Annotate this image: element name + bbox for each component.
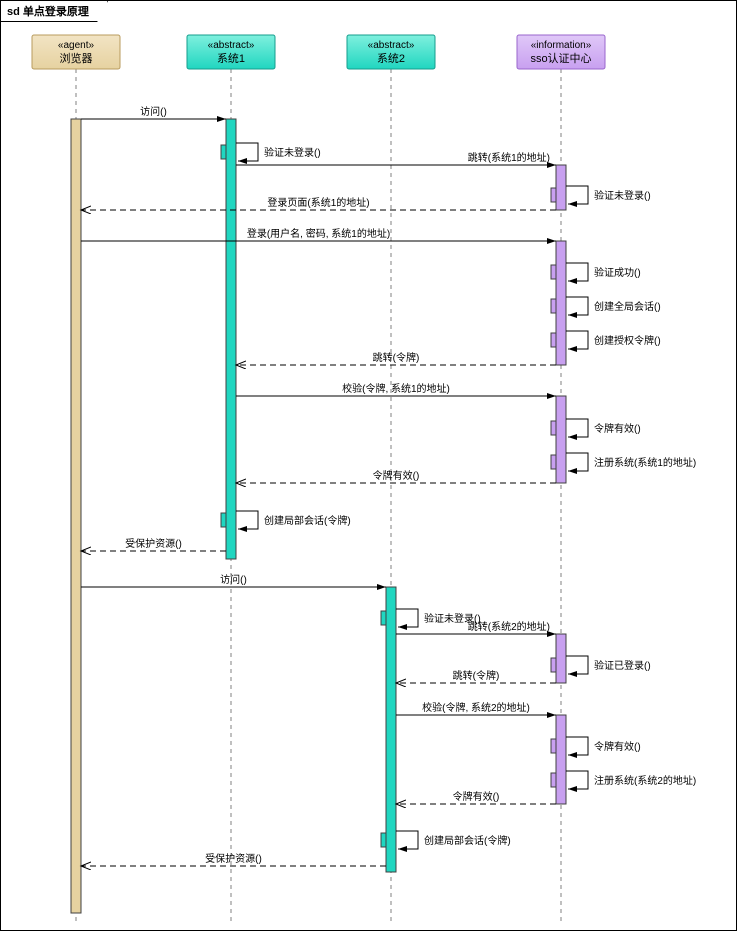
activation-sso [556, 715, 566, 804]
self-message: 创建局部会话(令牌) [381, 831, 511, 849]
message-label: 验证未登录() [594, 189, 651, 202]
participant-stereotype: «information» [531, 40, 592, 51]
message-label: 令牌有效() [594, 422, 641, 435]
message-label: 注册系统(系统1的地址) [594, 456, 696, 469]
sequence-diagram-frame: sd 单点登录原理 «agent»浏览器«abstract»系统1«abstra… [0, 0, 737, 931]
message-label: 校验(令牌, 系统1的地址) [342, 382, 450, 395]
message: 访问() [81, 105, 226, 119]
message-label: 受保护资源() [205, 852, 262, 865]
message-label: 访问() [220, 573, 247, 586]
sequence-diagram-svg: «agent»浏览器«abstract»系统1«abstract»系统2«inf… [1, 1, 737, 932]
participant-name: 系统1 [217, 52, 245, 65]
message-label: 跳转(令牌) [373, 351, 420, 364]
message: 访问() [81, 573, 386, 587]
message-label: 创建局部会话(令牌) [264, 514, 351, 527]
activation-sso [556, 634, 566, 683]
message: 受保护资源() [81, 852, 386, 866]
self-message: 注册系统(系统2的地址) [551, 771, 696, 789]
message: 跳转(系统2的地址) [396, 620, 556, 634]
participant-sso: «information»sso认证中心 [517, 35, 605, 69]
participant-stereotype: «abstract» [368, 40, 415, 51]
message-label: 令牌有效() [453, 790, 500, 803]
self-message: 创建授权令牌() [551, 331, 661, 349]
participant-browser: «agent»浏览器 [32, 35, 120, 69]
self-message: 创建全局会话() [551, 297, 661, 315]
message-label: 验证已登录() [594, 659, 651, 672]
participant-name: 浏览器 [60, 51, 93, 65]
message-label: 创建授权令牌() [594, 334, 661, 347]
message: 令牌有效() [236, 469, 556, 483]
message-label: 跳转(系统1的地址) [468, 151, 550, 164]
message-label: 验证未登录() [264, 146, 321, 159]
participant-sys1: «abstract»系统1 [187, 35, 275, 69]
message-label: 跳转(系统2的地址) [468, 620, 550, 633]
message-label: 校验(令牌, 系统2的地址) [422, 701, 530, 714]
self-message: 注册系统(系统1的地址) [551, 453, 696, 471]
participant-name: sso认证中心 [530, 52, 591, 65]
message: 校验(令牌, 系统1的地址) [236, 382, 556, 396]
participant-sys2: «abstract»系统2 [347, 35, 435, 69]
message-label: 令牌有效() [373, 469, 420, 482]
message: 跳转(令牌) [396, 669, 556, 683]
message: 令牌有效() [396, 790, 556, 804]
message-label: 注册系统(系统2的地址) [594, 774, 696, 787]
participant-stereotype: «agent» [58, 40, 95, 51]
message-label: 登录(用户名, 密码, 系统1的地址) [247, 227, 390, 240]
message-label: 创建局部会话(令牌) [424, 834, 511, 847]
message-label: 登录页面(系统1的地址) [267, 196, 369, 209]
participant-stereotype: «abstract» [208, 40, 255, 51]
activation-sso [556, 241, 566, 365]
message: 跳转(令牌) [236, 351, 556, 365]
activation-browser [71, 119, 81, 913]
activation-sys2 [386, 587, 396, 872]
participant-name: 系统2 [377, 52, 405, 65]
message-label: 受保护资源() [125, 537, 182, 550]
message: 校验(令牌, 系统2的地址) [396, 701, 556, 715]
message: 登录页面(系统1的地址) [81, 196, 556, 210]
message-label: 跳转(令牌) [453, 669, 500, 682]
message-label: 验证成功() [594, 266, 641, 279]
activation-sso [556, 165, 566, 210]
message: 受保护资源() [81, 537, 226, 551]
activation-sso [556, 396, 566, 483]
activation-sys1 [226, 119, 236, 559]
message-label: 令牌有效() [594, 740, 641, 753]
self-message: 创建局部会话(令牌) [221, 511, 351, 529]
message: 登录(用户名, 密码, 系统1的地址) [81, 227, 556, 241]
message-label: 创建全局会话() [594, 300, 661, 313]
message-label: 访问() [140, 105, 167, 118]
